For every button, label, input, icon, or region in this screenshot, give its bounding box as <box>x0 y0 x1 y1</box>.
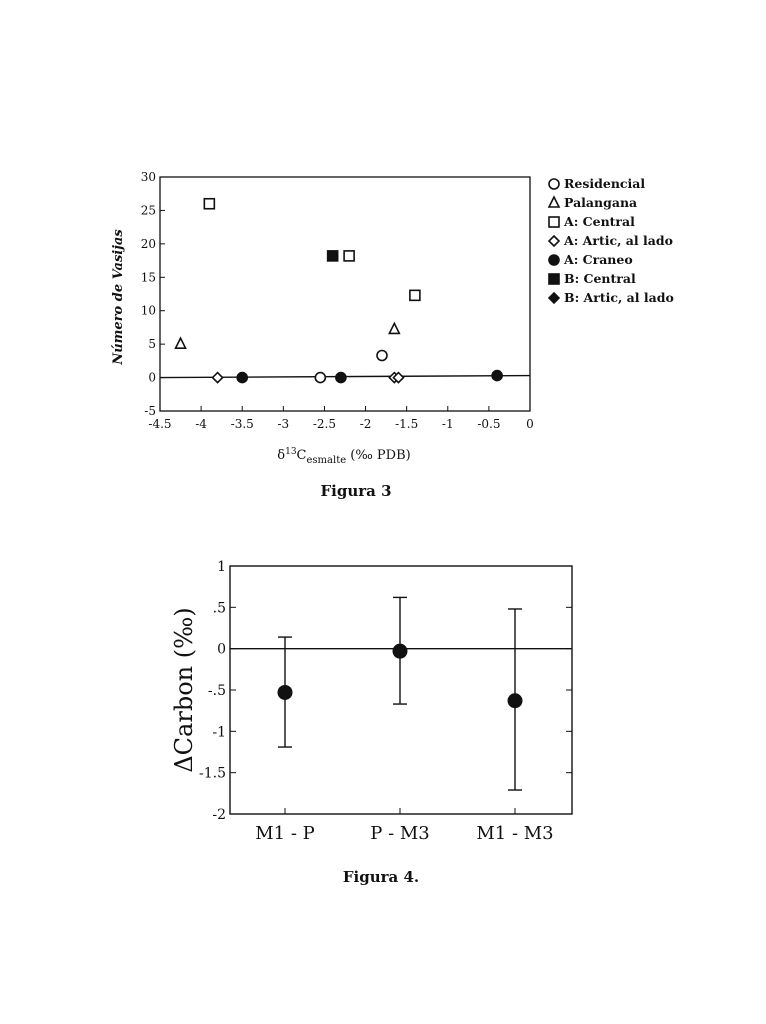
fig3-ticks: -4.5 -4 -3.5 -3 -2.5 -2 -1.5 -1 -0.5 0 -5 0 5 10 15 20 2… <box>141 170 534 431</box>
fig3-legend-marker <box>547 234 561 248</box>
fig3-data-point <box>409 289 421 302</box>
fig3-data-point <box>314 371 327 384</box>
fig3-y-tick-label: 30 <box>141 170 156 184</box>
fig3-data-point <box>211 371 224 384</box>
fig3-x-tick-label: -2 <box>360 417 372 431</box>
fig3-y-tick-label: 20 <box>141 237 156 251</box>
fig4-y-tick-label: -1 <box>212 724 226 740</box>
fig3-legend-label: A: Craneo <box>563 252 633 267</box>
fig4-y-axis-label-text: Carbon (‰) <box>170 607 198 755</box>
fig4-points <box>277 596 523 791</box>
figure-4-chart: 1 .5 0 -.5 -1 -1.5 -2 M1 - P P - M3 M1 - M3 ΔCarb… <box>170 559 573 844</box>
fig3-y-tick-label: 25 <box>141 203 156 217</box>
fig3-legend-label: Residencial <box>564 176 645 191</box>
fig4-mean-point <box>507 693 523 709</box>
fig4-ticks: 1 .5 0 -.5 -1 -1.5 -2 M1 - P P - M3 M1 - M3 <box>199 559 572 844</box>
fig4-y-tick-label: .5 <box>213 600 226 616</box>
fig3-y-tick-label: 5 <box>148 337 156 351</box>
fig4-y-tick-label: 0 <box>217 642 226 658</box>
fig4-x-category-label: M1 - P <box>255 823 315 844</box>
fig3-x-tick-label: -4.5 <box>148 417 171 431</box>
fig3-legend-label: A: Central <box>563 214 635 229</box>
fig3-data-point <box>335 371 347 384</box>
fig3-x-tick-label: -1 <box>442 417 454 431</box>
fig3-x-axis-label-main: C <box>297 448 307 463</box>
fig3-legend-marker <box>548 216 560 228</box>
fig3-x-tick-label: -3 <box>277 417 289 431</box>
fig3-y-tick-label: 15 <box>141 270 156 284</box>
fig4-y-tick-label: 1 <box>217 559 226 575</box>
fig3-legend-marker <box>548 273 560 285</box>
fig3-legend-label: B: Central <box>564 271 636 286</box>
fig3-data-point <box>388 321 401 335</box>
fig3-x-axis-label-prefix: δ <box>277 448 285 463</box>
fig4-mean-point <box>277 684 293 700</box>
fig4-y-axis-label: ΔCarbon (‰) <box>170 607 198 772</box>
fig3-data-point <box>376 349 388 362</box>
fig4-mean-point <box>392 643 408 659</box>
fig3-x-axis-label-suffix: (‰ PDB) <box>346 448 411 463</box>
fig3-data-point <box>236 371 249 384</box>
figure-4-caption: Figura 4. <box>342 868 420 886</box>
fig3-data-point <box>326 250 339 262</box>
fig4-x-category-label: M1 - M3 <box>476 823 553 844</box>
fig3-legend-marker <box>548 178 560 190</box>
fig3-legend-marker <box>547 195 561 208</box>
fig3-data-point <box>203 197 216 210</box>
fig3-legend-marker <box>548 254 560 266</box>
fig3-x-tick-label: -2.5 <box>313 417 336 431</box>
fig4-y-axis-label-delta: Δ <box>170 755 198 772</box>
fig3-x-tick-label: -0.5 <box>477 417 500 431</box>
fig3-y-axis-label: Número de Vasijas <box>111 229 126 366</box>
fig3-data-point <box>174 336 187 349</box>
fig3-x-tick-label: -1.5 <box>395 417 418 431</box>
fig3-y-tick-label: 10 <box>141 304 156 318</box>
fig3-legend-marker <box>547 291 561 305</box>
fig3-plot-frame <box>159 176 531 412</box>
figure-3-caption: Figura 3 <box>320 482 392 500</box>
fig3-legend-label: A: Artic, al lado <box>563 233 673 248</box>
fig3-x-axis-label: δ13Cesmalte (‰ PDB) <box>277 447 410 466</box>
fig3-legend-label: Palangana <box>564 195 637 210</box>
fig3-y-tick-label: 0 <box>148 371 156 385</box>
figure-3-chart: -4.5 -4 -3.5 -3 -2.5 -2 -1.5 -1 -0.5 0 -5 0 5 10 15 20 2… <box>111 170 674 466</box>
fig3-legend: Residencial Palangana A: Central A: Artic, … <box>547 176 674 305</box>
fig4-y-tick-label: -.5 <box>208 683 226 699</box>
fig3-x-axis-label-sup: 13 <box>285 447 297 457</box>
fig3-legend-label: B: Artic, al lado <box>564 290 674 305</box>
fig4-y-tick-label: -1.5 <box>199 766 226 782</box>
fig3-x-axis-label-sub: esmalte <box>307 455 347 466</box>
fig3-x-tick-label: -4 <box>195 417 207 431</box>
fig3-points <box>174 197 503 384</box>
fig3-data-point <box>491 369 503 382</box>
fig3-y-tick-label: -5 <box>144 404 156 418</box>
fig4-x-category-label: P - M3 <box>370 823 430 844</box>
fig3-data-point <box>392 371 405 384</box>
fig4-y-tick-label: -2 <box>212 807 226 823</box>
fig3-x-tick-label: -3.5 <box>231 417 254 431</box>
fig3-data-point <box>343 250 355 262</box>
fig3-x-tick-label: 0 <box>526 417 534 431</box>
